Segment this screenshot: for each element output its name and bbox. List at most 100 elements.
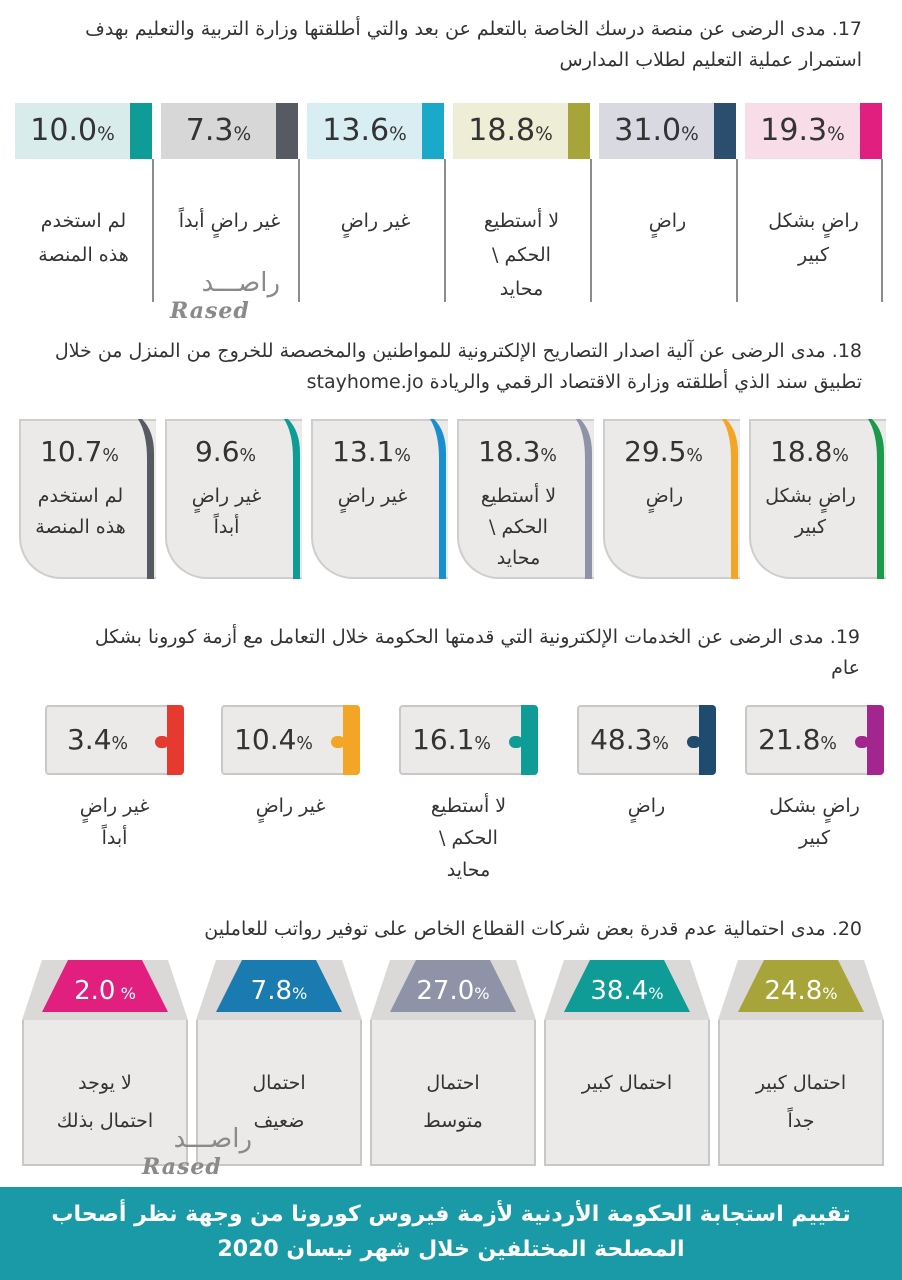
value-number: 24.8 (764, 976, 823, 1006)
label-line: راضٍ بشكل (769, 795, 860, 817)
q20-header (544, 960, 710, 1020)
q20-header-shape (196, 960, 362, 1020)
q19-category-label: راضٍ (567, 790, 726, 822)
q20-header (370, 960, 536, 1020)
value-number: 18.3 (478, 435, 541, 468)
q18-ribbon-shape (430, 419, 446, 579)
label-line: هذه المنصة (35, 516, 126, 538)
q19-value-label: 21.8% (747, 707, 848, 773)
q20-value-label: 7.8% (196, 976, 362, 1006)
percent-sign: % (535, 124, 553, 145)
q20-body (544, 1020, 710, 1166)
q20-header (196, 960, 362, 1020)
q17-category-label: لا أستطيع الحكم \ محايد (453, 204, 590, 306)
rased-watermark-2: راصـــد Rased (142, 1124, 252, 1180)
value-number: 10.0 (30, 113, 98, 148)
q18-value-label: 18.8% (759, 435, 860, 468)
percent-sign: % (389, 124, 407, 145)
q20-card: 27.0% احتمال متوسط (370, 960, 536, 1166)
q19-color-bar (867, 705, 884, 775)
q20-header-color (738, 960, 864, 1012)
q17-bar-cell: 31.0% (599, 103, 736, 159)
q19-chart: 21.8% راضٍ بشكل كبير 48.3% راضٍ 16.1% لا أستطي… (45, 705, 884, 881)
q18-card: 29.5% راضٍ (603, 419, 740, 579)
value-number: 7.3 (185, 113, 234, 148)
label-line: غير راضٍ (191, 485, 262, 507)
percent-sign: % (832, 446, 849, 466)
q20-header-shape (370, 960, 536, 1020)
q17-bar-cell: 18.8% (453, 103, 590, 159)
q18-category-label: راضٍ (611, 481, 718, 512)
q20-category-label: احتمال كبير (544, 1064, 710, 1102)
percent-sign: % (97, 124, 115, 145)
label-line: الحكم \ (439, 827, 498, 849)
label-line: الحكم \ (492, 244, 551, 266)
footer-line-2: المصلحة المختلفين خلال شهر نيسان 2020 (217, 1237, 685, 1262)
q17-divider (590, 159, 592, 302)
label-line: كبير (799, 827, 830, 849)
label-line: لا أستطيع (480, 485, 557, 507)
q17-value-label: 18.8% (453, 103, 568, 159)
percent-sign: % (827, 124, 845, 145)
value-number: 10.4 (234, 723, 297, 756)
q20-category-label: احتمال كبير جداً (718, 1064, 884, 1140)
q18-chart: 18.8% راضٍ بشكل كبير 29.5% راضٍ 18.3% لا أستطي… (0, 0, 902, 600)
q18-card: 18.3% لا أستطيع الحكم \ محايد (457, 419, 594, 579)
q17-value-label: 19.3% (745, 103, 860, 159)
q17-category-label: راضٍ (599, 204, 736, 238)
percent-sign: % (474, 984, 490, 1003)
q19-card: 16.1% (399, 705, 538, 775)
q18-ribbon-shape (284, 419, 300, 579)
label-line: غير راضٍ أبداً (178, 210, 281, 232)
value-number: 27.0 (416, 976, 475, 1006)
q20-category-label: احتمال متوسط (370, 1064, 536, 1140)
q20-body (196, 1020, 362, 1166)
label-line: احتمال (252, 1072, 306, 1094)
q19-knob (687, 736, 701, 748)
q20-card: 38.4% احتمال كبير (544, 960, 710, 1166)
q19-value-label: 3.4% (47, 707, 148, 773)
label-line: غير راضٍ (255, 795, 326, 817)
q18-ribbon-shape (138, 419, 154, 579)
value-number: 21.8 (758, 723, 821, 756)
footer-line-1: تقييم استجابة الحكومة الأردنية لأزمة فير… (51, 1202, 851, 1227)
percent-sign: % (820, 734, 837, 754)
q17-color-strip (568, 103, 590, 159)
q18-category-label: غير راضٍ أبداً (173, 481, 280, 543)
q19-color-bar (343, 705, 360, 775)
q18-value-label: 13.1% (321, 435, 422, 468)
q20-header (718, 960, 884, 1020)
q17-color-strip (714, 103, 736, 159)
q17-chart: 19.3% راضٍ بشكل كبير 31.0% راضٍ 18.8% لا أستطي… (0, 0, 902, 330)
label-line: محايد (499, 278, 544, 300)
label-line: احتمال كبير (581, 1072, 673, 1094)
percent-sign: % (296, 734, 313, 754)
footer-banner: تقييم استجابة الحكومة الأردنية لأزمة فير… (0, 1187, 902, 1280)
q19-color-bar (167, 705, 184, 775)
label-line: لا أستطيع (483, 210, 560, 232)
q18-value-label: 10.7% (29, 435, 130, 468)
label-line: متوسط (423, 1110, 483, 1132)
q20-body (718, 1020, 884, 1166)
watermark-arabic: راصـــد (201, 268, 280, 298)
label-line: محايد (496, 547, 541, 569)
value-number: 31.0 (614, 113, 682, 148)
q18-card: 9.6% غير راضٍ أبداً (165, 419, 302, 579)
rased-watermark: راصـــد Rased (170, 268, 280, 324)
label-line: احتمال كبير (755, 1072, 847, 1094)
watermark-latin: Rased (170, 298, 250, 324)
label-line: جداً (787, 1110, 815, 1132)
q17-value-label: 13.6% (307, 103, 422, 159)
value-number: 3.4 (66, 723, 112, 756)
percent-sign: % (102, 446, 119, 466)
value-number: 9.6 (194, 435, 240, 468)
q17-divider (881, 159, 883, 302)
q19-category-label: غير راضٍ (211, 790, 370, 822)
q19-knob (509, 736, 523, 748)
q20-header (22, 960, 188, 1020)
percent-sign: % (686, 446, 703, 466)
label-line: أبداً (101, 827, 128, 849)
q19-color-bar (699, 705, 716, 775)
q18-ribbon-shape (868, 419, 884, 579)
q19-color-bar (521, 705, 538, 775)
